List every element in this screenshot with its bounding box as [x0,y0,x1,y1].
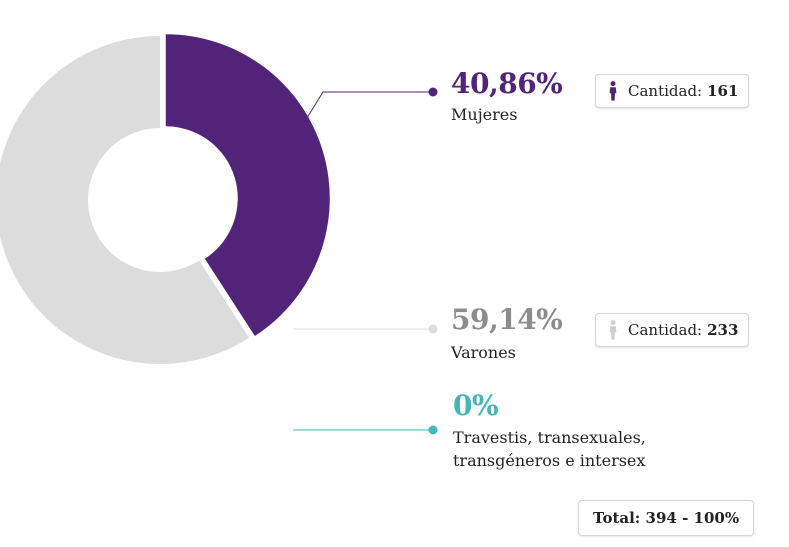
varones-count-prefix: Cantidad: [628,321,703,339]
trans-percent: 0% [453,389,499,422]
total-badge: Total: 394 - 100% [578,500,755,536]
leader-line-mujeres [301,91,433,127]
mujeres-count-badge: Cantidad: 161 [595,74,750,108]
varones-count-badge: Cantidad: 233 [595,313,750,347]
leader-dot-trans [428,425,438,435]
varones-percent: 59,14% [451,303,563,336]
mujeres-percent: 40,86% [451,67,563,100]
mujeres-count-value: 161 [707,82,739,100]
person-icon [608,320,618,340]
leader-dot-mujeres [428,87,438,97]
varones-count-value: 233 [707,321,739,339]
varones-label: Varones [451,343,516,362]
trans-label-line2: transgéneros e intersex [453,451,646,470]
mujeres-count-prefix: Cantidad: [628,82,703,100]
leader-dot-varones [428,324,438,334]
donut-slice-mujeres [165,34,330,336]
donut-slices [0,34,330,364]
mujeres-label: Mujeres [451,105,518,124]
trans-label-line1: Travestis, transexuales, [453,428,646,447]
leader-lines [293,87,438,435]
person-icon [608,81,618,101]
donut-slice-varones [0,36,250,364]
